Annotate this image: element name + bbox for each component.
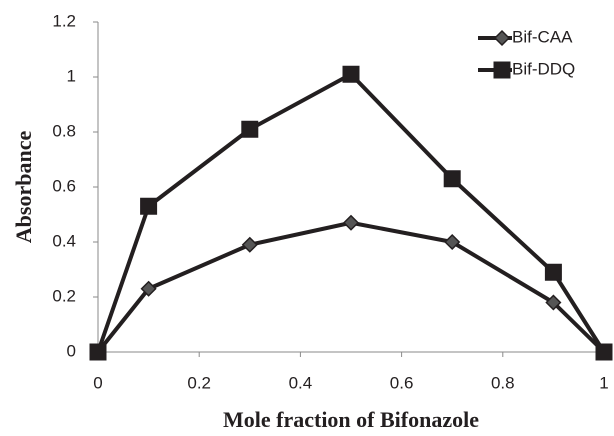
x-tick-label: 0.4 xyxy=(289,373,313,392)
legend-marker xyxy=(493,29,511,47)
y-axis-title: Absorbance xyxy=(11,131,36,244)
data-point xyxy=(444,233,461,251)
data-point xyxy=(342,214,360,231)
x-tick-label: 0.2 xyxy=(187,373,211,392)
y-tick-label: 1 xyxy=(67,66,76,85)
data-point xyxy=(544,263,562,281)
x-tick-label: 0.6 xyxy=(390,373,414,392)
data-point xyxy=(595,343,613,361)
y-tick-label: 0.4 xyxy=(52,231,76,250)
y-tick-label: 0.2 xyxy=(52,286,76,305)
data-point xyxy=(241,236,258,253)
data-point xyxy=(545,294,562,311)
legend-label: Bif-DDQ xyxy=(512,59,575,78)
legend-marker xyxy=(493,61,511,79)
y-tick-label: 1.2 xyxy=(52,11,76,30)
x-tick-label: 0 xyxy=(93,373,102,392)
x-tick-label: 1 xyxy=(599,373,608,392)
series-line xyxy=(96,72,606,354)
x-tick-label: 0.8 xyxy=(491,373,515,392)
data-point xyxy=(443,170,461,188)
series-line xyxy=(96,220,606,354)
data-point xyxy=(89,343,107,361)
data-point xyxy=(140,280,157,297)
y-tick-label: 0 xyxy=(67,341,76,360)
y-tick-label: 0.8 xyxy=(52,121,76,140)
data-point xyxy=(241,120,259,138)
data-point xyxy=(140,197,158,215)
y-tick-label: 0.6 xyxy=(52,176,76,195)
legend-label: Bif-CAA xyxy=(512,27,573,46)
x-axis-title: Mole fraction of Bifonazole xyxy=(223,407,479,432)
data-point xyxy=(342,65,360,83)
